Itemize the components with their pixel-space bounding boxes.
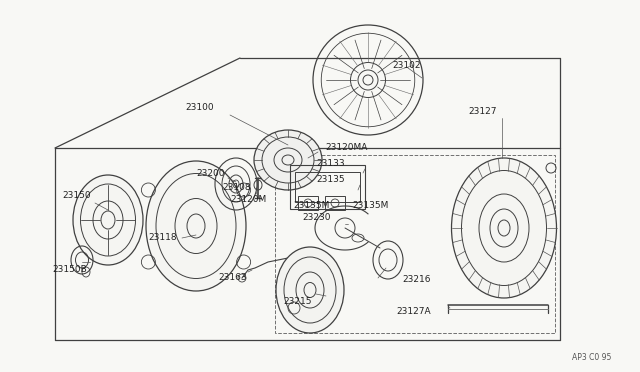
Text: 23200: 23200	[196, 170, 225, 179]
Text: 23230: 23230	[302, 214, 330, 222]
Ellipse shape	[73, 175, 143, 265]
Ellipse shape	[451, 158, 557, 298]
Text: AP3 C0 95: AP3 C0 95	[572, 353, 611, 362]
Ellipse shape	[276, 247, 344, 333]
Text: 23135M: 23135M	[293, 201, 330, 209]
Text: 23127A: 23127A	[396, 308, 431, 317]
Bar	[325, 196, 345, 210]
Bar	[298, 196, 318, 210]
Text: 23120M: 23120M	[230, 196, 266, 205]
Text: 23127: 23127	[468, 108, 497, 116]
Bar	[275, 155, 555, 333]
Text: 23150: 23150	[62, 192, 91, 201]
Text: 23118: 23118	[148, 234, 177, 243]
Text: 23133: 23133	[316, 158, 344, 167]
Text: 23120MA: 23120MA	[325, 144, 367, 153]
Text: 23216: 23216	[402, 276, 431, 285]
Text: 23100: 23100	[185, 103, 214, 112]
Bar	[295, 172, 360, 202]
Text: 23135M: 23135M	[352, 201, 388, 209]
Text: 23215: 23215	[283, 298, 312, 307]
Text: 23108: 23108	[222, 183, 251, 192]
Text: 23102: 23102	[392, 61, 420, 70]
Text: 23163: 23163	[218, 273, 246, 282]
Bar	[290, 165, 365, 209]
Ellipse shape	[254, 130, 322, 190]
Text: 23135: 23135	[316, 176, 344, 185]
Ellipse shape	[146, 161, 246, 291]
Text: 23150B: 23150B	[52, 266, 87, 275]
